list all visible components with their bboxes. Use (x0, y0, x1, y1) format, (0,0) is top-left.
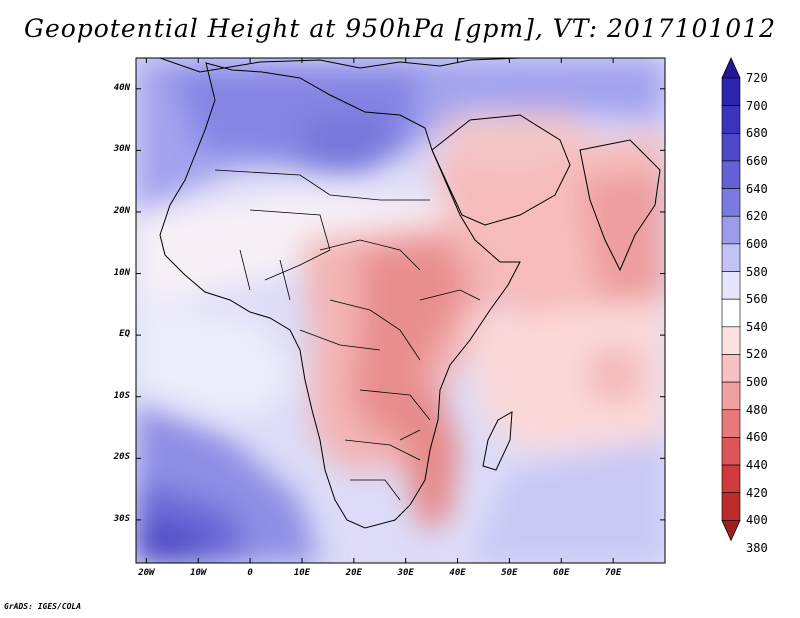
lon-label-0: 0 (247, 568, 253, 578)
lon-label-30e: 30E (397, 568, 414, 578)
colorbar-swatch (721, 354, 741, 383)
field-india (580, 170, 665, 300)
arabia-coast (431, 114, 571, 226)
colorbar-swatch (721, 215, 741, 245)
lat-label-10n: 10N (113, 267, 130, 278)
lon-label-50e: 50E (501, 568, 518, 578)
field-blobs (136, 58, 665, 563)
field-sahara-low (300, 110, 400, 175)
colorbar-swatch (721, 409, 741, 438)
field-mideast (440, 110, 600, 170)
colorbar-label: 480 (746, 402, 768, 417)
colorbar-label: 500 (746, 375, 768, 390)
lon-label-20w: 20W (138, 568, 155, 578)
colorbar-label: 640 (746, 181, 768, 196)
coastlines (159, 58, 661, 529)
colorbar-swatch (721, 492, 741, 521)
colorbar-label: 660 (746, 153, 768, 168)
field-rift-valley (350, 240, 470, 440)
colorbar-label: 620 (746, 209, 768, 224)
lat-label-30s: 30S (113, 513, 130, 524)
country-borders (214, 169, 481, 501)
lon-label-70e: 70E (604, 568, 622, 578)
africa-coast (159, 62, 521, 529)
colorbar-label: 380 (746, 541, 768, 555)
colorbar-label: 700 (746, 98, 768, 113)
field-sw-deep-2 (136, 520, 210, 563)
colorbar-swatch (721, 77, 741, 106)
europe-coast (159, 58, 521, 73)
grads-credit: GrADS: IGES/COLA (4, 602, 82, 611)
colorbar-label: 460 (746, 430, 768, 445)
lat-label-eq: EQ (119, 329, 130, 340)
field-mozambique (400, 390, 460, 530)
colorbar-label: 520 (746, 347, 768, 362)
madagascar-coast (482, 411, 513, 471)
india-coast (579, 139, 661, 272)
colorbar-label: 540 (746, 319, 768, 334)
plot-frame (135, 57, 666, 564)
colorbar-swatch (721, 437, 741, 466)
colorbar-swatch (721, 298, 741, 328)
lon-label-40e: 40E (449, 568, 466, 578)
lon-label-10w: 10W (190, 568, 207, 578)
colorbar-label: 560 (746, 292, 768, 307)
colorbar-label: 440 (746, 458, 768, 473)
colorbar-label: 600 (746, 236, 768, 251)
height-field (136, 58, 665, 563)
colorbar-label: 680 (746, 126, 768, 141)
axis-ticks (136, 58, 665, 563)
colorbar-swatch (721, 326, 741, 355)
colorbar-label: 720 (746, 71, 768, 85)
colorbar-swatch (721, 132, 741, 162)
colorbar-bottom-arrow (721, 519, 741, 542)
lon-label-20e: 20E (345, 568, 362, 578)
colorbar-swatch (721, 160, 741, 189)
chart-title: Geopotential Height at 950hPa [gpm], VT:… (23, 14, 777, 43)
colorbar-swatch (721, 105, 741, 134)
colorbar-swatch (721, 464, 741, 494)
colorbar-swatch (721, 243, 741, 272)
lat-label-10s: 10S (113, 390, 130, 401)
field-south-indian (470, 440, 665, 563)
field-gulf-guinea (136, 300, 300, 420)
lat-label-40n: 40N (113, 82, 130, 93)
colorbar-top-arrow (721, 57, 741, 79)
colorbar (721, 57, 741, 542)
field-indian-low (590, 350, 640, 400)
colorbar-label: 400 (746, 513, 768, 528)
lon-label-10e: 10E (293, 568, 311, 578)
lat-label-30n: 30N (113, 144, 130, 155)
lon-label-60e: 60E (553, 568, 570, 578)
colorbar-swatch (721, 271, 741, 300)
colorbar-label: 420 (746, 485, 768, 500)
colorbar-swatch (721, 188, 741, 217)
lat-label-20n: 20N (113, 205, 130, 216)
field-indian-ocean (470, 300, 665, 450)
colorbar-swatch (721, 381, 741, 411)
colorbar-label: 580 (746, 264, 768, 279)
lat-label-20s: 20S (113, 452, 130, 463)
